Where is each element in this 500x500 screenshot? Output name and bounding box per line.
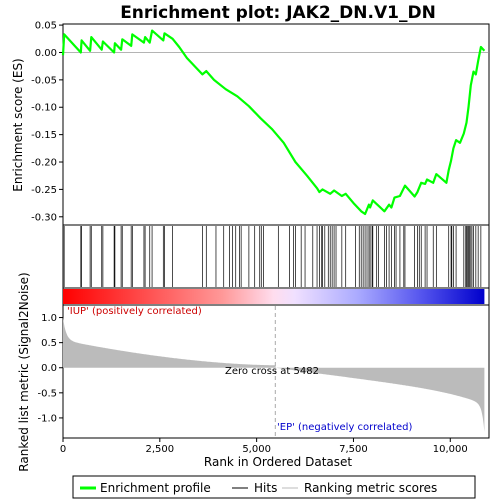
legend-enrichment-label: Enrichment profile — [100, 481, 211, 495]
legend-hits-label: Hits — [254, 481, 277, 495]
x-axis-label: Rank in Ordered Dataset — [204, 455, 352, 469]
hits-panel — [62, 224, 490, 289]
chart-title: Enrichment plot: JAK2_DN.V1_DN — [120, 3, 436, 23]
es-ytick-label: 0.00 — [35, 48, 57, 59]
x-tick-label: 5,000 — [242, 444, 271, 455]
x-tick-label: 7,500 — [339, 444, 368, 455]
metric-ytick-label: -0.5 — [37, 388, 57, 399]
es-ytick-label: -0.20 — [31, 158, 57, 169]
x-tick-label: 2,500 — [145, 444, 174, 455]
es-panel: 0.05 0.00 -0.05 -0.10 -0.15 -0.20 -0.25 -0.30 E… — [11, 21, 490, 226]
es-ytick-label: -0.25 — [31, 185, 57, 196]
zero-cross-label: Zero cross at 5482 — [225, 366, 319, 377]
x-tick-label: 0 — [60, 444, 66, 455]
metric-panel: 1.0 0.5 0.0 -0.5 -1.0 'IUP' (positively corr… — [17, 272, 490, 472]
es-plot-frame — [62, 23, 490, 226]
es-ytick-label: -0.10 — [31, 103, 57, 114]
x-tick-label: 10,000 — [433, 444, 468, 455]
metric-ytick-label: 1.0 — [41, 313, 57, 324]
metric-ytick-label: 0.5 — [41, 338, 57, 349]
es-ytick-label: -0.30 — [31, 212, 57, 223]
ranking-metric-area — [63, 317, 485, 432]
legend: Enrichment profile Hits Ranking metric s… — [72, 475, 476, 499]
hits-frame — [62, 224, 490, 289]
metric-y-axis-label: Ranked list metric (Signal2Noise) — [17, 272, 31, 471]
hit-marks — [63, 226, 482, 287]
colorbar-gradient — [63, 289, 485, 304]
es-y-ticks: 0.05 0.00 -0.05 -0.10 -0.15 -0.20 -0.25 -0.30 — [31, 21, 63, 223]
enrichment-profile-path — [61, 29, 486, 216]
enrichment-profile-line — [61, 29, 486, 216]
es-ytick-label: -0.05 — [31, 75, 57, 86]
metric-ytick-label: 0.0 — [41, 363, 57, 374]
rank-colorbar — [62, 287, 490, 306]
legend-frame — [72, 475, 476, 499]
es-ytick-label: -0.15 — [31, 130, 57, 141]
x-axis-ticks: 0 2,500 5,000 7,500 10,000 — [60, 438, 468, 455]
negative-correlation-label: 'EP' (negatively correlated) — [277, 422, 412, 433]
positive-correlation-label: 'IUP' (positively correlated) — [67, 306, 202, 317]
legend-metric-label: Ranking metric scores — [304, 481, 437, 495]
es-y-axis-label: Enrichment score (ES) — [11, 58, 25, 191]
es-ytick-label: 0.05 — [35, 21, 57, 32]
metric-y-ticks: 1.0 0.5 0.0 -0.5 -1.0 — [37, 313, 63, 424]
metric-ytick-label: -1.0 — [37, 413, 57, 424]
